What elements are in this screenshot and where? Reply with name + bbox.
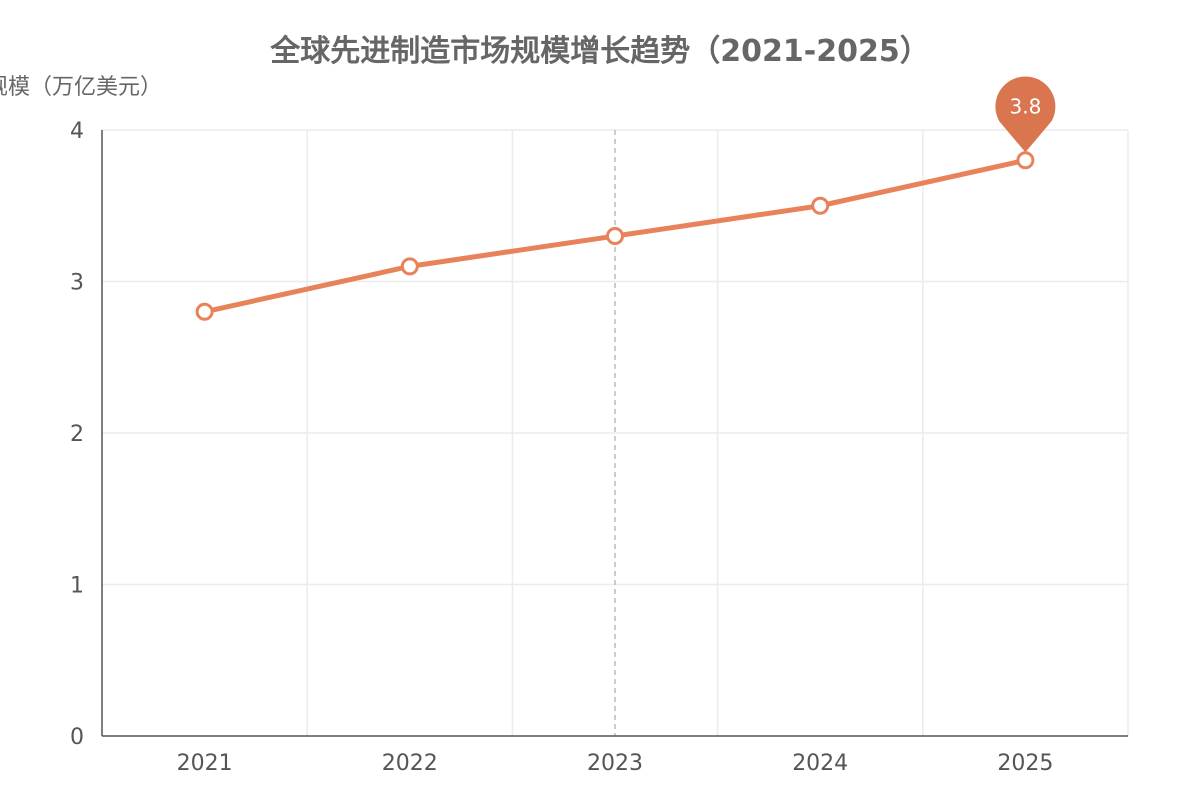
y-tick-label: 3 — [70, 271, 84, 296]
x-tick-label: 2021 — [177, 751, 233, 776]
label-layer: 0 1 2 3 4 2021 2022 2023 2024 2025 — [70, 119, 1053, 776]
marker-pin — [995, 76, 1056, 153]
y-tick-label: 1 — [70, 574, 84, 599]
y-axis-title: 市场规模（万亿美元） — [0, 75, 163, 100]
axis-layer — [101, 130, 1128, 737]
data-point — [195, 302, 214, 321]
x-tick-label: 2022 — [382, 751, 438, 776]
x-tick-label: 2025 — [997, 751, 1053, 776]
pin-layer: 3.8 — [995, 76, 1056, 153]
grid-layer — [102, 129, 1129, 736]
y-tick-label: 4 — [70, 119, 84, 144]
y-tick-label: 2 — [70, 422, 84, 447]
data-point — [811, 196, 830, 215]
data-point — [400, 257, 419, 276]
x-tick-label: 2023 — [587, 751, 643, 776]
series-layer — [195, 151, 1035, 321]
data-point — [1016, 151, 1035, 170]
chart-title: 全球先进制造市场规模增长趋势（2021-2025） — [270, 34, 930, 69]
marker-pin-label: 3.8 — [1009, 94, 1041, 118]
y-tick-label: 0 — [70, 725, 84, 750]
data-point — [606, 227, 624, 246]
x-tick-label: 2024 — [792, 751, 848, 776]
